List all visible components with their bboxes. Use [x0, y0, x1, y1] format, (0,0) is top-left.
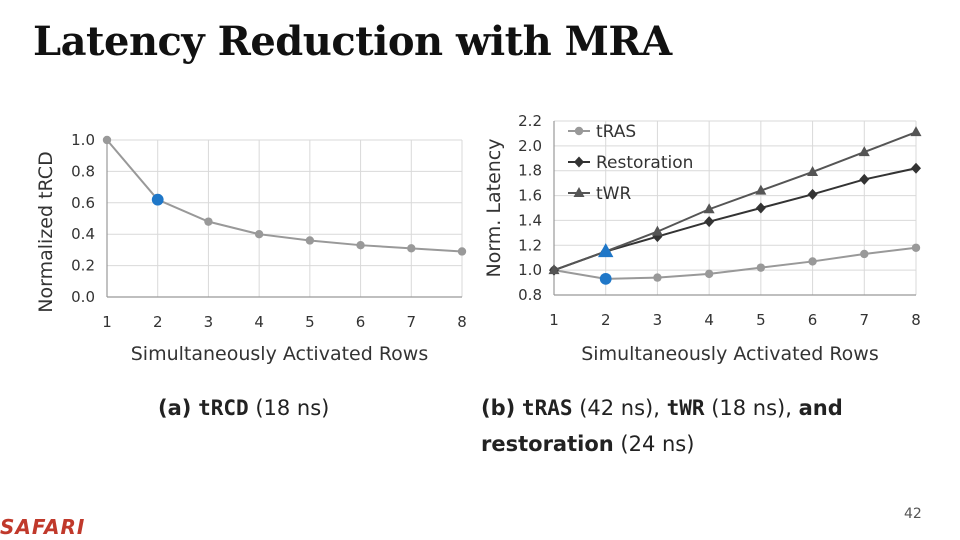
chart1-xtick-label: 1	[102, 313, 112, 331]
chart2-xtick-label: 5	[756, 311, 766, 329]
chart2-series-3-line	[553, 131, 917, 272]
chart2-ytick-label: 1.8	[518, 162, 542, 180]
chart1-ytick-label: 0.8	[71, 162, 95, 180]
chart2-xtick-label: 3	[653, 311, 663, 329]
legend-restoration-marker	[574, 156, 584, 168]
chart1-series-1-point	[457, 247, 467, 256]
chart2-series-1-point	[704, 269, 714, 279]
caption-b-metric-2: tWR	[666, 396, 705, 420]
chart1-series-1-point	[254, 230, 264, 239]
chart1-xtick-label: 6	[356, 313, 366, 331]
chart1-series-1-point	[407, 244, 416, 253]
caption-a-label: (a)	[158, 396, 192, 420]
legend-twr-marker	[573, 187, 585, 197]
chart2-series-2-point	[755, 202, 766, 214]
caption-b-and: and	[798, 396, 843, 420]
chart2-xtick-label: 2	[601, 311, 611, 329]
page-number: 42	[904, 506, 922, 522]
chart1-xtick-label: 3	[204, 313, 214, 331]
chart1-ytick-label: 0.2	[71, 257, 95, 275]
caption-a-value: (18 ns)	[255, 396, 330, 420]
chart2-series-1-point	[860, 249, 869, 259]
chart1-ytick-label: 0.0	[71, 288, 95, 306]
chart1-xtick-label: 2	[153, 313, 163, 331]
chart2-series-3-point	[651, 225, 663, 236]
chart1-xtick-label: 4	[254, 313, 264, 331]
chart2-series-3-point	[548, 264, 560, 275]
chart2-series-1-point	[599, 272, 612, 285]
chart1-series-1-point	[204, 217, 213, 226]
chart2-ytick-label: 1.4	[518, 211, 542, 229]
chart2-ytick-label: 1.6	[518, 187, 542, 205]
chart2-series-2-point	[859, 173, 870, 185]
caption-b-label: (b)	[481, 396, 516, 420]
chart2-series-3-point	[755, 184, 767, 195]
caption-b-value-2: (18 ns),	[711, 396, 792, 420]
chart2-xtick-label: 7	[860, 311, 870, 329]
caption-b-metric-1: tRAS	[521, 396, 573, 420]
chart1-x-axis-label: Simultaneously Activated Rows	[131, 343, 429, 365]
chart2-series-1-point	[653, 273, 662, 282]
chart1-ytick-label: 1.0	[71, 131, 95, 149]
chart2-series-3-point	[598, 243, 614, 258]
chart2-xtick-label: 1	[549, 311, 559, 329]
caption-a: (a) tRCD (18 ns)	[158, 390, 329, 426]
chart1-xtick-label: 7	[407, 313, 417, 331]
slide-title: Latency Reduction with MRA	[33, 18, 672, 65]
chart1-series-1-point	[356, 240, 365, 250]
chart2-ytick-label: 2.0	[518, 137, 542, 155]
legend-tras-marker	[574, 126, 584, 136]
chart2-series-3-point	[807, 165, 819, 176]
chart2-ytick-label: 2.2	[518, 112, 542, 130]
caption-b: (b) tRAS (42 ns), tWR (18 ns), and resto…	[481, 390, 951, 462]
chart2-xtick-label: 8	[911, 311, 921, 329]
chart1-series-1-line	[106, 139, 463, 253]
chart2-series-1-point	[911, 243, 921, 252]
chart2-series-3-point	[858, 146, 870, 157]
chart1-series-1-point	[151, 193, 164, 206]
caption-b-value-3: (24 ns)	[620, 432, 695, 456]
legend-tras-label: tRAS	[596, 122, 636, 142]
chart2-series-3-point	[910, 126, 922, 137]
chart1-series-1-point	[102, 135, 112, 145]
chart2-series-2-point	[807, 188, 818, 200]
chart2-x-axis-label: Simultaneously Activated Rows	[581, 343, 879, 365]
caption-b-metric-3: restoration	[481, 432, 614, 456]
caption-b-value-1: (42 ns),	[579, 396, 660, 420]
chart1-xtick-label: 5	[305, 313, 315, 331]
chart2-ytick-label: 1.0	[518, 261, 542, 279]
chart2-series-3-point	[703, 203, 715, 214]
caption-a-metric: tRCD	[198, 396, 249, 420]
chart2-xtick-label: 4	[704, 311, 714, 329]
chart1-xtick-label: 8	[457, 313, 467, 331]
chart2-ytick-label: 1.2	[518, 236, 542, 254]
chart1-ytick-label: 0.6	[71, 194, 95, 212]
chart1-series-1-point	[305, 236, 315, 245]
chart2-series-1-line	[553, 246, 917, 280]
chart2-ytick-label: 0.8	[518, 286, 542, 304]
chart2-series-2-point	[911, 162, 921, 174]
legend-twr-label: tWR	[596, 184, 631, 204]
chart2-series-2-point	[704, 216, 715, 228]
chart1-y-axis-label: Normalized tRCD	[35, 151, 57, 312]
chart2-series-1-point	[808, 257, 817, 266]
chart2-xtick-label: 6	[808, 311, 818, 329]
chart1-ytick-label: 0.4	[71, 225, 95, 243]
chart2-y-axis-label: Norm. Latency	[483, 138, 505, 277]
legend-restoration-label: Restoration	[596, 153, 693, 173]
safari-logo: SAFARI	[0, 515, 86, 539]
chart2-series-1-point	[756, 263, 766, 272]
